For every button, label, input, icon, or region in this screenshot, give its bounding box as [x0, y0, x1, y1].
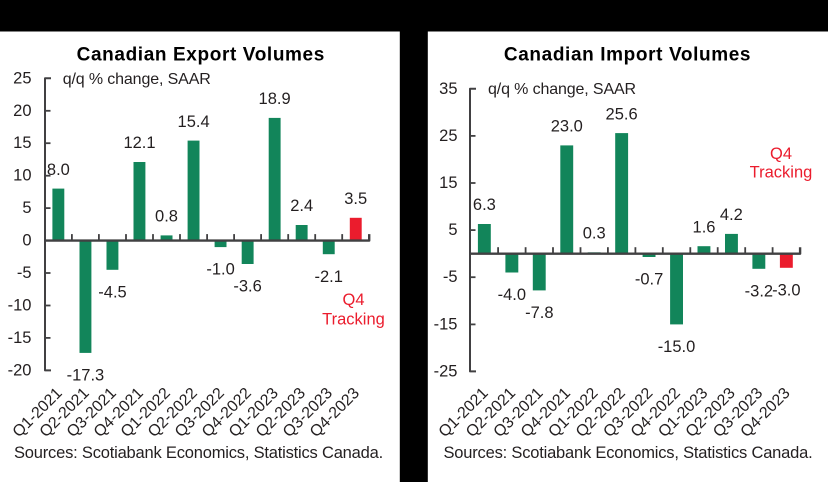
svg-text:Sources: Scotiabank Economics,: Sources: Scotiabank Economics, Statistic…: [14, 444, 383, 462]
svg-text:-15.0: -15.0: [658, 338, 696, 356]
svg-text:-20: -20: [8, 361, 32, 379]
svg-text:25: 25: [439, 127, 457, 145]
svg-text:5: 5: [448, 221, 457, 239]
svg-text:18.9: 18.9: [259, 90, 291, 108]
svg-text:-4.0: -4.0: [498, 286, 526, 304]
svg-text:4.2: 4.2: [720, 206, 743, 224]
svg-text:-5: -5: [17, 264, 32, 282]
svg-text:Q4: Q4: [770, 145, 792, 163]
svg-text:8.0: 8.0: [47, 161, 70, 179]
svg-text:0.3: 0.3: [583, 225, 606, 243]
svg-text:-3.2: -3.2: [745, 282, 773, 300]
svg-text:20: 20: [13, 102, 31, 120]
svg-text:Canadian Export Volumes: Canadian Export Volumes: [77, 45, 325, 66]
svg-text:23.0: 23.0: [551, 118, 583, 136]
svg-text:Tracking: Tracking: [322, 310, 385, 328]
svg-text:-5: -5: [443, 268, 458, 286]
svg-text:-17.3: -17.3: [67, 366, 105, 384]
svg-text:-15: -15: [8, 329, 32, 347]
svg-text:15: 15: [13, 134, 31, 152]
svg-text:Tracking: Tracking: [750, 163, 813, 181]
svg-text:-3.0: -3.0: [772, 281, 800, 299]
svg-text:-1.0: -1.0: [206, 261, 234, 279]
svg-text:15.4: 15.4: [178, 113, 210, 131]
svg-text:-4.5: -4.5: [98, 283, 126, 301]
svg-text:Canadian Import Volumes: Canadian Import Volumes: [504, 45, 751, 66]
svg-text:-0.7: -0.7: [635, 271, 663, 289]
svg-text:15: 15: [439, 174, 457, 192]
svg-text:25.6: 25.6: [606, 105, 638, 123]
svg-text:q/q % change, SAAR: q/q % change, SAAR: [488, 81, 636, 98]
svg-text:1.6: 1.6: [693, 218, 716, 236]
svg-text:q/q % change, SAAR: q/q % change, SAAR: [63, 71, 211, 88]
svg-text:-10: -10: [8, 297, 32, 315]
svg-text:3.5: 3.5: [344, 190, 367, 208]
svg-text:25: 25: [13, 69, 31, 87]
svg-text:2.4: 2.4: [290, 197, 313, 215]
svg-text:-3.6: -3.6: [233, 278, 261, 296]
svg-text:Q4: Q4: [342, 291, 364, 309]
svg-text:0.8: 0.8: [155, 208, 178, 226]
svg-text:-7.8: -7.8: [525, 304, 553, 322]
svg-text:-25: -25: [434, 362, 458, 380]
svg-text:6.3: 6.3: [473, 196, 496, 214]
svg-text:5: 5: [22, 199, 31, 217]
svg-text:0: 0: [22, 232, 31, 250]
svg-text:12.1: 12.1: [123, 134, 155, 152]
svg-text:35: 35: [439, 80, 457, 98]
svg-text:-15: -15: [434, 315, 458, 333]
svg-text:Sources: Scotiabank Economics,: Sources: Scotiabank Economics, Statistic…: [444, 444, 813, 462]
svg-text:-2.1: -2.1: [314, 268, 342, 286]
svg-text:10: 10: [13, 167, 31, 185]
